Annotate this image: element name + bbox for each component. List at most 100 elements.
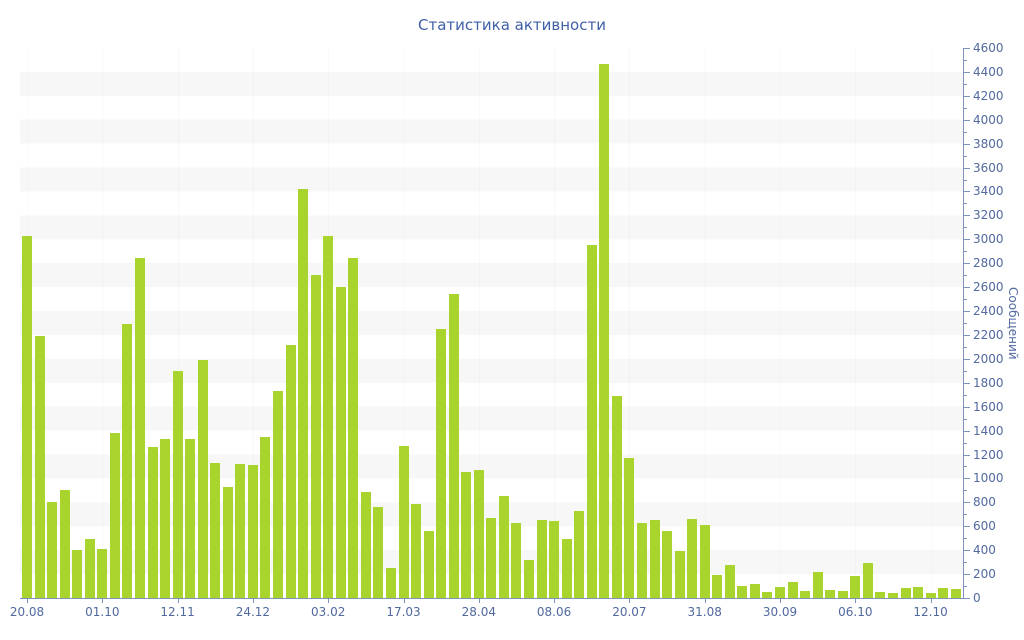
bar (398, 446, 409, 598)
bar (574, 510, 585, 598)
y-major-tick (963, 95, 970, 97)
bar (850, 576, 861, 598)
bar (662, 531, 673, 598)
bar (461, 472, 472, 598)
y-tick-label: 3400 (973, 184, 1004, 199)
bar (812, 571, 823, 598)
bar (185, 438, 196, 598)
vertical-gridline (629, 48, 631, 598)
bar (775, 587, 785, 598)
x-tick-label: 12.11 (160, 605, 195, 619)
y-tick-label: 200 (973, 567, 996, 582)
bar (825, 589, 836, 598)
x-tick-label: 24.12 (235, 605, 271, 619)
vertical-gridline (704, 48, 706, 598)
y-tick-label: 3800 (973, 136, 1004, 151)
x-tick-label: 20.07 (612, 605, 647, 619)
bar (222, 486, 233, 598)
y-minor-tick (963, 346, 967, 348)
x-tick-label: 01.10 (85, 605, 120, 619)
y-major-tick (963, 191, 970, 193)
bar (875, 592, 886, 598)
bar (561, 539, 572, 598)
x-tick-label: 17.03 (386, 605, 421, 619)
plot-area (20, 48, 963, 598)
y-tick-label: 1800 (973, 375, 1004, 390)
bar (837, 590, 848, 598)
vertical-gridline (930, 48, 932, 598)
x-tick-label: 03.02 (311, 605, 346, 619)
y-major-tick (963, 119, 970, 121)
bar (411, 503, 422, 598)
y-major-tick (963, 263, 970, 265)
bar (938, 588, 949, 598)
bar (373, 507, 384, 598)
y-minor-tick (963, 227, 967, 229)
y-major-tick (963, 502, 970, 504)
x-tick (780, 599, 781, 603)
y-major-tick (963, 550, 970, 552)
y-minor-tick (963, 418, 967, 420)
y-minor-tick (963, 107, 967, 109)
x-tick (102, 599, 104, 603)
bar (586, 245, 597, 598)
bar (599, 63, 610, 598)
bar (862, 563, 873, 598)
bar (900, 588, 911, 598)
y-major-tick (963, 48, 970, 49)
bar (298, 189, 309, 598)
bar (699, 525, 710, 598)
y-tick-label: 400 (973, 543, 996, 558)
y-minor-tick (963, 179, 967, 181)
y-minor-tick (963, 251, 967, 253)
bar (787, 582, 798, 598)
y-minor-tick (963, 538, 967, 540)
x-tick-label: 28.04 (461, 605, 496, 619)
x-tick (177, 599, 179, 603)
y-major-tick (963, 478, 970, 480)
x-tick (704, 599, 706, 603)
y-minor-tick (963, 299, 967, 301)
bar (636, 522, 647, 598)
bar (762, 592, 773, 598)
y-tick-label: 1200 (973, 447, 1004, 462)
bar (712, 575, 723, 598)
x-tick (328, 599, 330, 603)
y-tick-label: 2200 (973, 327, 1004, 342)
x-tick (554, 599, 556, 603)
bar (109, 433, 120, 598)
y-major-tick (963, 167, 970, 169)
bar (498, 496, 509, 598)
bar (486, 517, 497, 598)
x-tick-label: 20.08 (9, 605, 45, 619)
bar (549, 521, 560, 598)
bar (97, 548, 108, 598)
bar (260, 436, 271, 598)
bar (749, 583, 760, 598)
y-minor-tick (963, 514, 967, 516)
x-tick-label: 31.08 (687, 605, 722, 619)
bar (160, 438, 171, 598)
y-major-tick (963, 311, 970, 313)
bar (524, 559, 534, 598)
y-minor-tick (963, 466, 967, 468)
x-tick-label: 30.09 (762, 605, 798, 619)
y-tick-label: 1400 (973, 423, 1004, 438)
y-minor-tick (963, 83, 967, 85)
bar (273, 391, 283, 598)
bar (913, 587, 924, 598)
y-tick-label: 3000 (973, 232, 1004, 247)
bar (122, 324, 133, 598)
y-minor-tick (963, 562, 967, 564)
bar (147, 447, 158, 598)
x-tick (855, 599, 857, 603)
bar (925, 593, 936, 598)
y-major-tick (963, 239, 970, 241)
y-axis-title-text: Сообщений (1006, 286, 1020, 360)
y-tick-label: 3200 (973, 208, 1004, 223)
y-tick-label: 2000 (973, 351, 1004, 366)
bar (473, 470, 484, 598)
bar (737, 586, 748, 598)
x-tick-label: 08.06 (536, 605, 572, 619)
